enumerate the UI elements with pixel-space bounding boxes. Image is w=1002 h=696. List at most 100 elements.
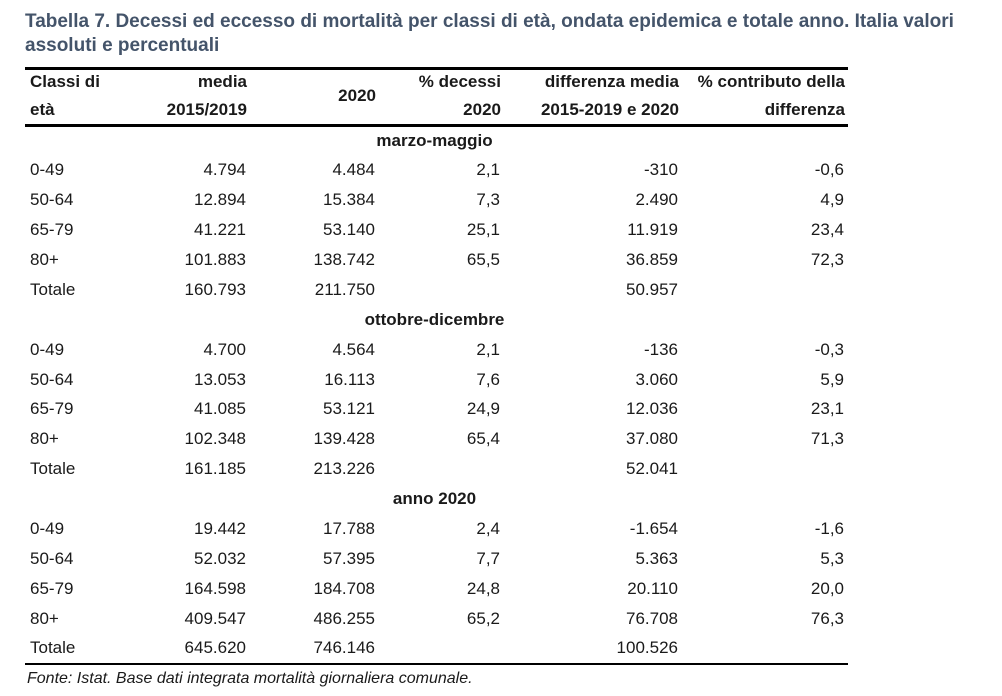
- table-row: 0-49 4.700 4.564 2,1 -136 -0,3: [25, 335, 848, 365]
- row-label: 50-64: [30, 369, 74, 389]
- col-header-classi-eta: Classi di età: [25, 69, 132, 126]
- data-cell: 7,7: [476, 548, 500, 568]
- data-cell: 19.442: [194, 519, 246, 539]
- section-title: anno 2020: [392, 489, 477, 509]
- col-header-line: età: [30, 100, 55, 119]
- data-cell: 23,1: [810, 399, 844, 419]
- data-cell: 23,4: [810, 220, 844, 240]
- col-header-line: 2015/2019: [166, 100, 247, 119]
- data-cell: 53.121: [323, 399, 375, 419]
- data-cell: 50.957: [626, 279, 678, 299]
- data-cell: -136: [643, 339, 678, 359]
- data-cell: -310: [643, 160, 678, 180]
- row-label: 50-64: [30, 548, 74, 568]
- data-cell: 72,3: [810, 250, 844, 269]
- data-cell: [379, 454, 504, 484]
- table-row: 65-79 41.085 53.121 24,9 12.036 23,1: [25, 395, 848, 425]
- col-header-line: % decessi: [418, 72, 501, 91]
- row-label: 65-79: [30, 578, 74, 598]
- table-row: 0-49 19.442 17.788 2,4 -1.654 -1,6: [25, 514, 848, 544]
- col-header-line: differenza media: [544, 72, 679, 91]
- row-label: 0-49: [30, 160, 65, 180]
- data-cell: 161.185: [184, 459, 246, 479]
- data-cell: 37.080: [626, 429, 678, 449]
- col-header-line: Classi di: [30, 72, 100, 91]
- data-cell: [379, 275, 504, 305]
- data-cell: 2,1: [476, 160, 500, 180]
- data-cell: 41.085: [194, 399, 246, 419]
- section-title: marzo-maggio: [376, 131, 493, 151]
- data-cell: 20,0: [810, 578, 844, 598]
- data-cell: 71,3: [810, 429, 844, 449]
- table-row: Totale 161.185 213.226 52.041: [25, 454, 848, 484]
- table-row: 65-79 164.598 184.708 24,8 20.110 20,0: [25, 574, 848, 604]
- data-cell: 100.526: [616, 638, 678, 658]
- data-cell: -1.654: [629, 519, 678, 539]
- table-header: Classi di età media 2015/2019 2020 % dec…: [25, 68, 848, 126]
- data-cell: 7,3: [476, 190, 500, 210]
- data-cell: 76,3: [810, 608, 844, 628]
- row-label: 65-79: [30, 220, 74, 240]
- row-label: 50-64: [30, 190, 74, 210]
- data-cell: 211.750: [314, 279, 375, 299]
- data-cell: 184.708: [313, 578, 375, 598]
- section-header-row: marzo-maggio: [25, 126, 848, 156]
- data-cell: -1,6: [814, 519, 844, 539]
- data-cell: 213.226: [313, 459, 375, 479]
- data-cell: 16.113: [324, 369, 375, 389]
- data-cell: 409.547: [184, 608, 246, 628]
- data-cell: 2,4: [476, 519, 500, 539]
- data-cell: 4.700: [203, 339, 246, 359]
- col-header-line: 2020: [338, 86, 376, 105]
- section-title: ottobre-dicembre: [364, 309, 505, 329]
- data-cell: 4.484: [332, 160, 375, 180]
- table-row: 80+ 101.883 138.742 65,5 36.859 72,3: [25, 245, 848, 275]
- table-row: 50-64 12.894 15.384 7,3 2.490 4,9: [25, 185, 848, 215]
- data-cell: 102.348: [184, 429, 246, 449]
- col-header-line: differenza: [764, 100, 845, 119]
- row-label: 0-49: [30, 519, 65, 539]
- data-cell: -0,6: [814, 160, 844, 180]
- row-label: Totale: [30, 638, 76, 658]
- col-header-line: % contributo della: [697, 72, 845, 91]
- data-cell: 139.428: [313, 429, 375, 449]
- data-cell: [682, 634, 848, 664]
- data-cell: 5.363: [635, 548, 678, 568]
- row-label: 80+: [30, 429, 59, 449]
- data-cell: 138.742: [313, 250, 375, 269]
- data-cell: 4.794: [203, 160, 246, 180]
- data-cell: 13.053: [194, 369, 246, 389]
- data-cell: 52.041: [626, 459, 678, 479]
- data-cell: 41.221: [194, 220, 246, 240]
- data-cell: 20.110: [627, 578, 678, 598]
- data-cell: 53.140: [323, 220, 375, 240]
- row-label: 80+: [30, 608, 59, 628]
- table-row: 65-79 41.221 53.140 25,1 11.919 23,4: [25, 215, 848, 245]
- data-cell: 160.793: [184, 279, 246, 299]
- mortality-table: Classi di età media 2015/2019 2020 % dec…: [25, 67, 848, 665]
- data-cell: 52.032: [194, 548, 246, 568]
- data-cell: 5,3: [820, 548, 844, 568]
- row-label: Totale: [30, 279, 76, 299]
- data-cell: 36.859: [626, 250, 678, 269]
- data-cell: 65,4: [466, 429, 500, 449]
- col-header-line: 2020: [463, 100, 501, 119]
- col-header-line: media: [197, 72, 247, 91]
- data-cell: 57.395: [323, 548, 375, 568]
- data-cell: 3.060: [635, 369, 678, 389]
- data-cell: 164.598: [184, 578, 246, 598]
- col-header-differenza-media: differenza media 2015-2019 e 2020: [504, 69, 682, 126]
- data-cell: [682, 275, 848, 305]
- data-cell: 76.708: [626, 608, 678, 628]
- data-cell: 486.255: [313, 608, 375, 628]
- data-cell: 101.883: [184, 250, 246, 269]
- table-title: Tabella 7. Decessi ed eccesso di mortali…: [25, 11, 954, 56]
- data-cell: 17.788: [323, 519, 375, 539]
- data-cell: 65,5: [466, 250, 500, 269]
- data-cell: 65,2: [466, 608, 500, 628]
- data-cell: 12.894: [194, 190, 246, 210]
- col-header-pct-decessi: % decessi 2020: [379, 69, 504, 126]
- row-label: 0-49: [30, 339, 65, 359]
- table-body: marzo-maggio 0-49 4.794 4.484 2,1 -310 -0,6 50-…: [25, 126, 848, 664]
